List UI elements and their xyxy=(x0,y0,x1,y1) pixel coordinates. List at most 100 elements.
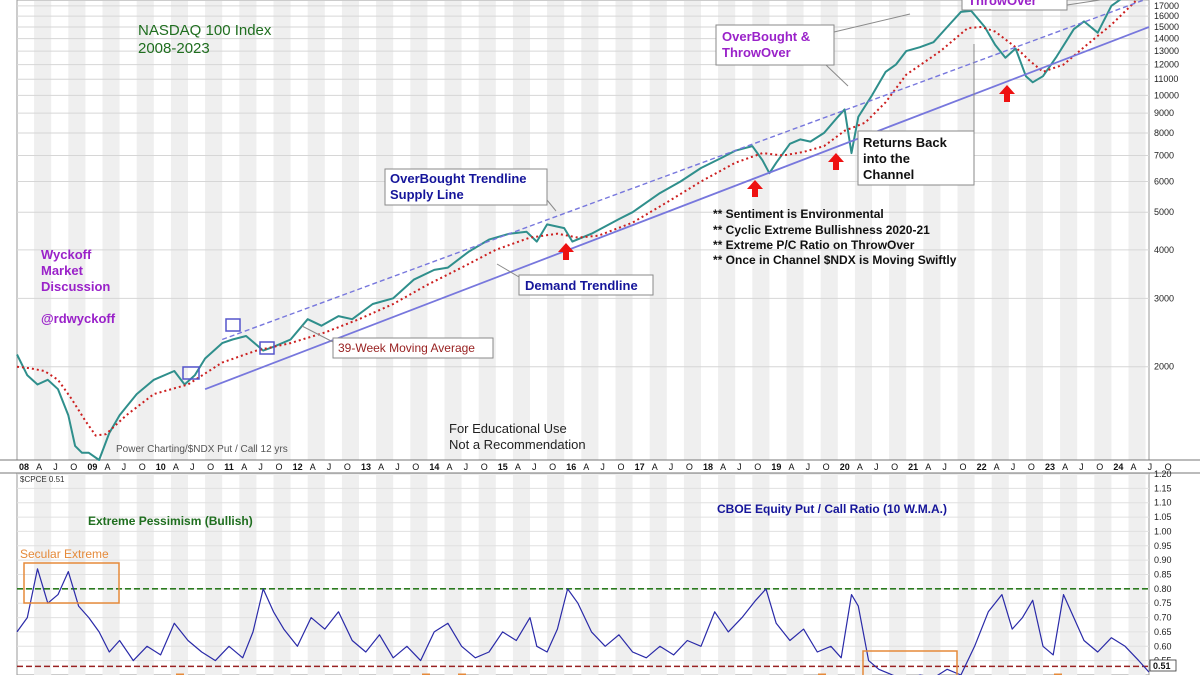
x-tick-label: A xyxy=(310,462,316,472)
upper-band xyxy=(512,1,530,460)
upper-band xyxy=(68,1,86,460)
upper-band xyxy=(444,1,462,460)
upper-y-tick-label: 13000 xyxy=(1154,46,1179,56)
handle-label: @rdwyckoff xyxy=(41,311,116,326)
x-tick-label: 19 xyxy=(771,462,781,472)
x-tick-label: J xyxy=(669,462,674,472)
returns-box xyxy=(857,130,975,186)
x-tick-label: A xyxy=(652,462,658,472)
lower-y-tick-label: 0.75 xyxy=(1154,598,1172,608)
lower-y-tick-label: 0.65 xyxy=(1154,627,1172,637)
x-tick-label: A xyxy=(515,462,521,472)
upper-band xyxy=(957,1,975,460)
last-value-label: 0.51 xyxy=(1153,661,1171,671)
x-tick-label: A xyxy=(36,462,42,472)
returns-label-2: into the xyxy=(863,151,910,166)
overbought-pointer-1 xyxy=(833,13,911,33)
demand-pointer xyxy=(496,263,520,278)
upper-series-layer xyxy=(16,0,1150,461)
ma-box xyxy=(332,337,494,359)
x-tick-label: O xyxy=(1096,462,1103,472)
returns-label-3: Channel xyxy=(863,167,914,182)
x-tick-label: 13 xyxy=(361,462,371,472)
secular-extreme-box xyxy=(23,562,120,604)
bullish-extreme-box xyxy=(862,650,958,675)
upper-y-tick-label: 11000 xyxy=(1154,74,1178,84)
x-tick-label: A xyxy=(925,462,931,472)
upper-band xyxy=(786,1,804,460)
x-tick-label: O xyxy=(617,462,624,472)
upper-band xyxy=(683,1,701,460)
x-tick-label: O xyxy=(959,462,966,472)
supply-line-label-2: Supply Line xyxy=(390,187,464,202)
red-arrow-2018 xyxy=(747,180,763,197)
x-tick-label: A xyxy=(378,462,384,472)
x-axis-date-labels: 08 A J O 09 A J O 10 A J O 11 A J O 12 A J O 13 A J O 14 A J O 15 A J O… xyxy=(19,462,1172,472)
throwover-top-label: ThrowOver xyxy=(968,0,1037,8)
x-tick-label: J xyxy=(532,462,537,472)
x-axis-strip xyxy=(0,460,1200,473)
supply-touch-marker xyxy=(225,318,241,332)
wyckoff-label-1: Wyckoff xyxy=(41,247,92,262)
red-arrow-2022 xyxy=(999,85,1015,102)
x-tick-label: J xyxy=(464,462,469,472)
x-tick-label: J xyxy=(874,462,879,472)
upper-band xyxy=(649,1,667,460)
upper-band xyxy=(547,1,565,460)
upper-y-axis-ticks: 2000 3000 4000 5000 6000 7000 8000 9000 10000 110… xyxy=(1154,1,1179,372)
lower-y-tick-label: 1.20 xyxy=(1154,469,1172,479)
x-tick-label: A xyxy=(1062,462,1068,472)
x-tick-label: J xyxy=(737,462,742,472)
lower-y-tick-label: 1.10 xyxy=(1154,498,1172,508)
educational-use-label: For Educational Use xyxy=(449,421,567,436)
x-tick-label: J xyxy=(1011,462,1016,472)
upper-band xyxy=(239,1,257,460)
x-tick-label: 18 xyxy=(703,462,713,472)
x-tick-label: O xyxy=(344,462,351,472)
x-tick-label: J xyxy=(395,462,400,472)
x-tick-label: J xyxy=(1079,462,1084,472)
x-tick-label: A xyxy=(1130,462,1136,472)
upper-y-tick-label: 5000 xyxy=(1154,207,1174,217)
x-tick-label: O xyxy=(207,462,214,472)
wyckoff-label-3: Discussion xyxy=(41,279,110,294)
lower-y-tick-label: 1.05 xyxy=(1154,512,1172,522)
lower-ratio-grid xyxy=(17,473,1149,662)
ma-label: 39-Week Moving Average xyxy=(338,341,475,355)
x-tick-label: J xyxy=(942,462,947,472)
note-4: ** Once in Channel $NDX is Moving Swiftl… xyxy=(713,253,957,267)
upper-band xyxy=(581,1,599,460)
upper-band xyxy=(718,1,736,460)
x-tick-label: A xyxy=(446,462,452,472)
upper-band xyxy=(820,1,838,460)
lower-title: CBOE Equity Put / Call Ratio (10 W.M.A.) xyxy=(717,502,947,516)
supply-line-box xyxy=(384,168,548,206)
lower-y-tick-label: 1.15 xyxy=(1154,483,1172,493)
x-tick-label: J xyxy=(806,462,811,472)
demand-trendline-line xyxy=(204,26,1150,391)
x-tick-label: J xyxy=(53,462,58,472)
upper-y-tick-label: 3000 xyxy=(1154,293,1174,303)
note-3: ** Extreme P/C Ratio on ThrowOver xyxy=(713,238,915,252)
throwover-top-pointer xyxy=(1066,0,1101,6)
x-tick-label: O xyxy=(139,462,146,472)
secular-label: Secular Extreme xyxy=(20,547,109,561)
lower-symbol-label: $CPCE 0.51 xyxy=(20,475,65,484)
x-tick-label: 24 xyxy=(1113,462,1123,472)
x-tick-label: J xyxy=(327,462,332,472)
upper-band xyxy=(170,1,188,460)
lower-series-layer xyxy=(16,568,1150,675)
x-tick-label: 11 xyxy=(224,462,234,472)
x-tick-label: A xyxy=(720,462,726,472)
x-tick-label: 09 xyxy=(87,462,97,472)
demand-box xyxy=(518,274,654,296)
x-tick-label: J xyxy=(122,462,127,472)
lower-y-tick-label: 0.70 xyxy=(1154,613,1172,623)
supply-line-pointer xyxy=(546,199,557,212)
x-tick-label: 08 xyxy=(19,462,29,472)
x-tick-label: O xyxy=(823,462,830,472)
recommendation-label: Not a Recommendation xyxy=(449,437,586,452)
price-line xyxy=(16,0,1122,461)
upper-y-tick-label: 2000 xyxy=(1154,362,1174,372)
